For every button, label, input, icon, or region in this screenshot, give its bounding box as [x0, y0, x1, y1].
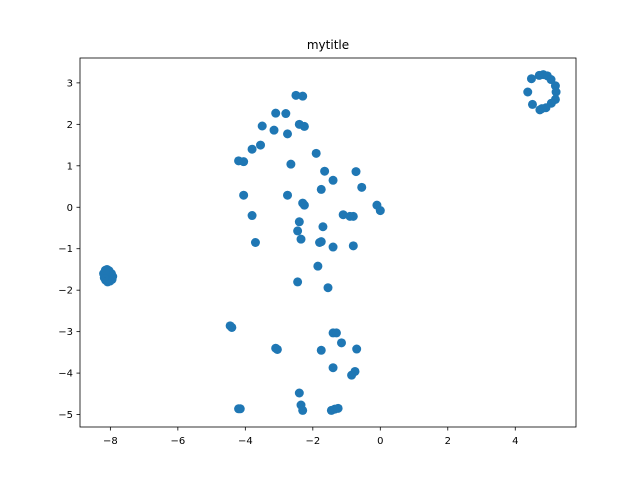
data-point — [357, 182, 367, 192]
data-point — [333, 403, 343, 413]
data-point — [316, 184, 326, 194]
data-point — [546, 75, 556, 85]
chart-title: mytitle — [307, 38, 349, 52]
data-point — [534, 70, 544, 80]
data-point — [227, 322, 237, 332]
data-point — [299, 121, 309, 131]
data-point — [250, 238, 260, 247]
data-point — [100, 265, 110, 275]
y-tick-label: 3 — [67, 78, 73, 89]
data-point — [294, 388, 304, 398]
data-point — [537, 104, 547, 114]
data-point — [272, 344, 282, 354]
data-point — [271, 108, 281, 118]
data-point — [551, 87, 561, 97]
y-tick-label: −2 — [58, 286, 73, 297]
x-tick-label: −8 — [103, 436, 118, 447]
data-point — [351, 167, 361, 177]
y-tick-label: −4 — [58, 369, 73, 380]
y-tick-label: −1 — [58, 244, 73, 255]
data-point — [328, 363, 338, 373]
data-point — [283, 129, 293, 139]
data-point — [313, 261, 323, 271]
data-point — [286, 159, 296, 169]
data-point — [296, 234, 306, 244]
data-point — [283, 190, 293, 200]
data-point — [318, 222, 328, 232]
data-point — [247, 211, 257, 221]
x-tick-label: −4 — [238, 436, 253, 447]
data-point — [328, 242, 338, 252]
x-tick-label: 0 — [377, 436, 383, 447]
data-point — [347, 370, 357, 380]
data-point — [338, 210, 348, 220]
data-point — [256, 140, 266, 150]
data-point — [257, 121, 267, 131]
data-point — [247, 144, 257, 154]
x-tick-label: 4 — [512, 436, 518, 447]
data-point — [348, 241, 358, 251]
data-point — [293, 226, 303, 236]
data-point — [348, 211, 358, 221]
data-point — [331, 328, 341, 338]
y-tick-label: −3 — [58, 327, 73, 338]
data-point — [336, 338, 346, 348]
y-tick-label: 1 — [67, 161, 73, 172]
data-point — [527, 99, 537, 109]
plot-frame — [79, 57, 577, 428]
data-point — [298, 405, 308, 415]
data-point — [352, 344, 362, 354]
x-tick-label: 2 — [445, 436, 451, 447]
data-point — [375, 206, 385, 216]
data-point — [291, 90, 301, 100]
x-tick-label: −6 — [170, 436, 185, 447]
data-point — [269, 125, 279, 135]
data-point — [281, 109, 291, 119]
y-tick-label: −5 — [58, 410, 73, 421]
x-axis-ticks: −8 −6 −4 −2 0 2 4 — [103, 427, 518, 447]
data-point — [316, 345, 326, 355]
data-point — [234, 404, 244, 414]
data-point — [526, 74, 536, 84]
data-point — [320, 166, 330, 176]
data-points — [99, 70, 561, 415]
y-tick-label: 2 — [67, 120, 73, 131]
data-point — [316, 237, 326, 247]
data-point — [323, 283, 333, 293]
data-point — [293, 277, 303, 287]
data-point — [311, 148, 321, 158]
data-point — [239, 190, 249, 200]
y-tick-label: 0 — [67, 203, 73, 214]
data-point — [523, 87, 533, 97]
data-point — [298, 91, 308, 101]
data-point — [328, 175, 338, 185]
data-point — [294, 217, 304, 227]
x-tick-label: −2 — [305, 436, 320, 447]
y-axis-ticks: −5 −4 −3 −2 −1 0 1 2 3 — [58, 78, 80, 421]
data-point — [234, 156, 244, 166]
data-point — [298, 198, 308, 208]
